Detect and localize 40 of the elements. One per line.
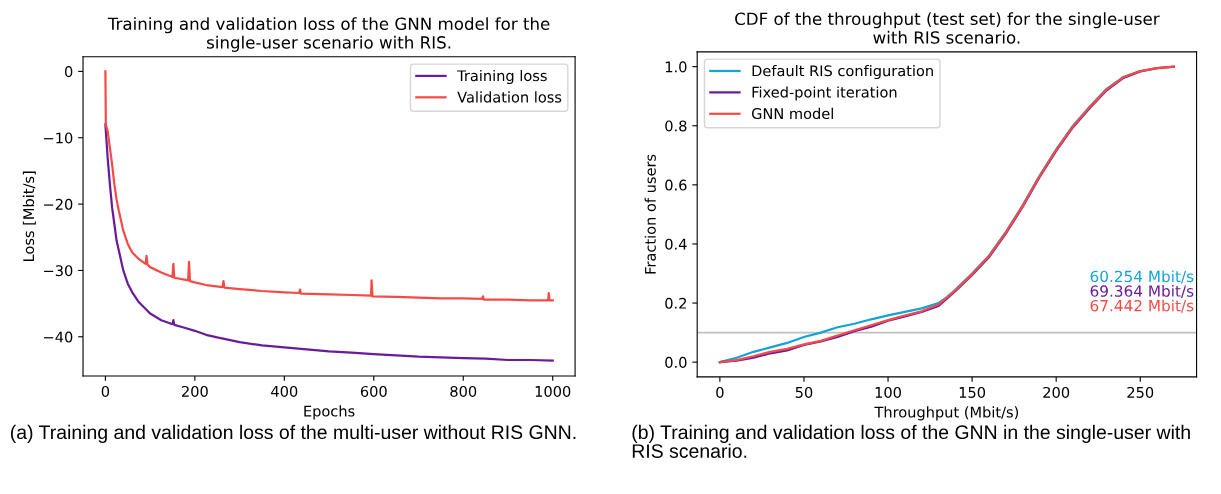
x-axis-title: Throughput (Mbit/s) — [874, 406, 1019, 421]
x-tick-label: 200 — [182, 385, 208, 397]
legend-label: Training loss — [457, 69, 547, 85]
x-tick-label: 150 — [959, 386, 986, 398]
y-tick-label: 0.0 — [665, 356, 687, 368]
y-tick-label: 0 — [64, 66, 73, 78]
annotation: 69.364 Mbit/s — [1090, 285, 1194, 299]
y-tick-label: 0.2 — [665, 297, 687, 309]
x-tick-label: 600 — [360, 385, 387, 397]
x-tick-label: 400 — [271, 385, 298, 397]
x-axis-title: Epochs — [304, 405, 355, 420]
text: (a) Training and validation loss of the multi-user without RIS GNN. — [10, 424, 576, 443]
x-tick-label: 0 — [101, 385, 110, 397]
y-tick-label: 0.4 — [665, 238, 687, 250]
line-series — [104, 123, 554, 362]
annotation: 60.254 Mbit/s — [1090, 270, 1194, 284]
y-tick-label: 0.8 — [665, 120, 687, 132]
y-axis-title: Fraction of users — [644, 154, 656, 274]
x-tick-label: 100 — [875, 386, 901, 398]
y-tick-label: −30 — [44, 265, 73, 277]
chart-title: CDF of the throughput (test set) for the single-user with RIS scenario. — [735, 12, 1160, 44]
annotation: 67.442 Mbit/s — [1090, 299, 1194, 313]
y-tick-label: −10 — [44, 132, 73, 144]
y-tick-label: 0.6 — [665, 179, 687, 191]
chart-title: Training and validation loss of the GNN model for the single-user scenario with RIS. — [107, 17, 550, 52]
text: (b) Training and validation loss of the GNN in the single-user with RIS scenario. — [632, 424, 1190, 458]
x-tick-label: 1000 — [535, 385, 571, 397]
legend-label: Default RIS configuration — [752, 65, 933, 80]
x-tick-label: 200 — [1043, 386, 1070, 398]
legend-label: GNN model — [751, 107, 833, 120]
x-tick-label: 50 — [795, 386, 813, 398]
x-tick-label: 0 — [716, 386, 724, 398]
y-tick-label: −20 — [44, 198, 73, 210]
legend-label: Validation loss — [457, 91, 562, 103]
y-axis-title: Loss [Mbit/s] — [22, 171, 36, 261]
x-tick-label: 250 — [1127, 386, 1154, 398]
y-tick-label: 1.0 — [665, 61, 687, 73]
x-tick-label: 800 — [450, 385, 477, 397]
y-tick-label: −40 — [44, 331, 73, 343]
legend-label: Fixed-point iteration — [752, 86, 897, 101]
